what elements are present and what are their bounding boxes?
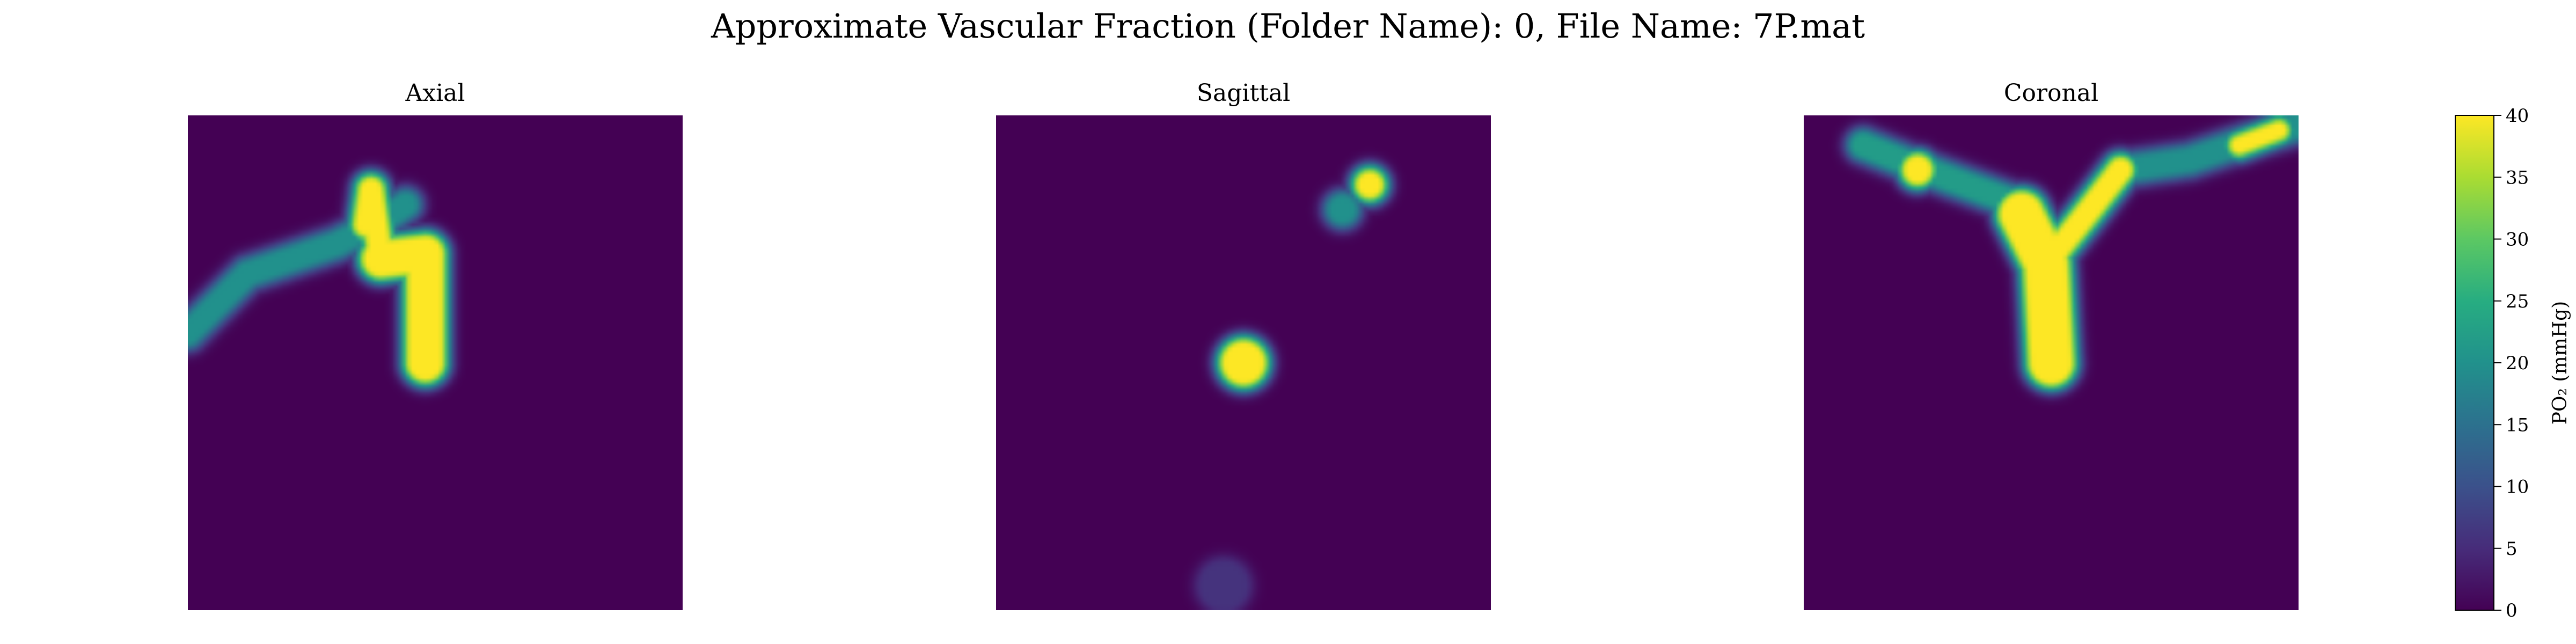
colorbar-tick-label: 20 bbox=[2506, 353, 2529, 374]
colorbar-tick-label: 25 bbox=[2506, 291, 2529, 312]
colorbar-tick-label: 35 bbox=[2506, 167, 2529, 188]
heatmap-coronal bbox=[1804, 115, 2299, 610]
colorbar-label: PO₂ (mmHg) bbox=[2549, 301, 2571, 425]
figure-title: Approximate Vascular Fraction (Folder Na… bbox=[711, 6, 1865, 46]
colorbar-tick-label: 30 bbox=[2506, 229, 2529, 251]
colorbar-tick-label: 5 bbox=[2506, 538, 2518, 560]
colorbar-gradient bbox=[2455, 115, 2494, 611]
colorbar-tick-label: 10 bbox=[2506, 477, 2529, 498]
colorbar: 0 5 10 15 20 25 30 35 40 PO₂ (mmHg) bbox=[2455, 105, 2571, 621]
colorbar-tick-label: 0 bbox=[2506, 600, 2518, 621]
panel-axial: Axial bbox=[188, 79, 683, 610]
panel-title-coronal: Coronal bbox=[2004, 79, 2098, 107]
colorbar-ticks: 0 5 10 15 20 25 30 35 40 bbox=[2494, 105, 2529, 621]
heatmap-axial bbox=[188, 115, 683, 610]
panel-sagittal: Sagittal bbox=[996, 79, 1491, 610]
panel-title-axial: Axial bbox=[405, 79, 465, 107]
panel-coronal: Coronal bbox=[1804, 79, 2299, 610]
panel-title-sagittal: Sagittal bbox=[1197, 79, 1290, 107]
colorbar-tick-label: 15 bbox=[2506, 414, 2529, 436]
colorbar-tick-label: 40 bbox=[2506, 105, 2529, 127]
heatmap-sagittal bbox=[996, 115, 1491, 610]
